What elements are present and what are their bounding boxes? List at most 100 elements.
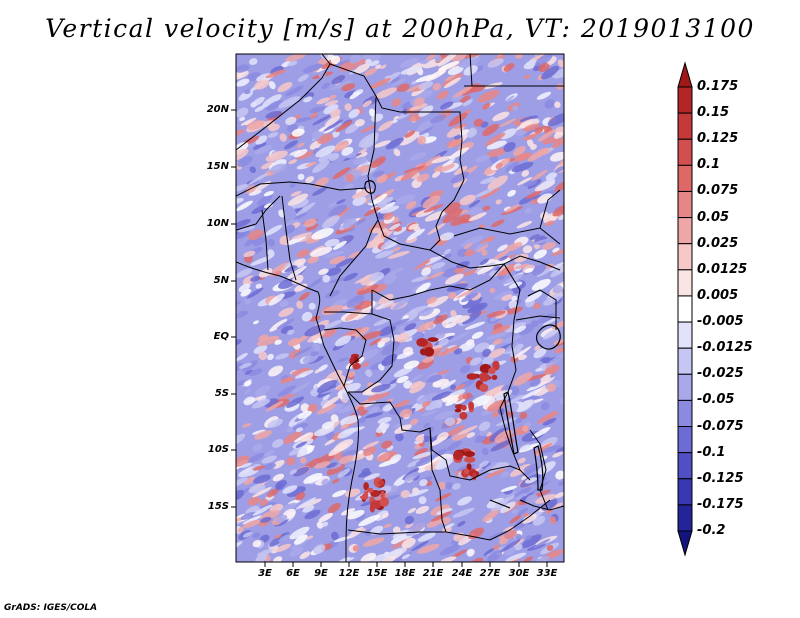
field-cell <box>461 235 483 248</box>
field-cell <box>541 65 560 80</box>
field-cell <box>454 383 466 391</box>
field-cell <box>552 451 564 458</box>
field-cell <box>262 94 282 108</box>
field-cell <box>236 541 243 550</box>
field-cell <box>421 401 431 407</box>
field-cell <box>452 507 475 518</box>
field-cell <box>370 237 385 248</box>
field-cell <box>259 498 269 506</box>
field-cell <box>490 440 511 452</box>
field-cell <box>477 264 495 275</box>
field-cell <box>287 338 302 346</box>
field-cell <box>318 268 329 275</box>
colorbar-box <box>677 478 693 506</box>
field-cell <box>501 273 524 285</box>
colorbar-level-label: -0.05 <box>697 392 735 408</box>
lake-tanganyika <box>503 391 519 455</box>
border-south-sudan-east <box>503 255 561 271</box>
field-cell <box>289 349 303 359</box>
field-cell <box>236 64 250 73</box>
field-cell <box>346 509 365 520</box>
lakes <box>364 180 561 509</box>
field-cell <box>552 67 564 79</box>
field-cell <box>284 140 298 150</box>
field-cell <box>337 402 360 414</box>
field-cell <box>291 128 305 137</box>
lat-label: 15N <box>206 161 229 172</box>
colorbar-box <box>677 86 693 114</box>
field-cell <box>515 493 528 500</box>
field-cell <box>272 439 284 448</box>
field-cell <box>439 345 460 357</box>
field-cell <box>236 142 249 156</box>
field-cell <box>542 242 556 250</box>
field-cell <box>344 103 352 111</box>
field-cell <box>324 100 339 106</box>
field-cell <box>309 112 319 119</box>
field-cell <box>282 485 298 494</box>
border-niger-chad <box>367 95 379 221</box>
field-cell <box>297 74 309 82</box>
field-cell <box>425 69 447 82</box>
field-cell <box>523 464 538 473</box>
field-cell <box>371 227 381 234</box>
field-cell <box>486 140 507 150</box>
field-cell <box>524 315 531 324</box>
field-cell <box>487 390 506 403</box>
field-cell <box>551 246 564 256</box>
field-cell <box>511 508 519 515</box>
field-cell <box>285 54 306 62</box>
field-cell <box>486 332 508 340</box>
field-cell <box>422 435 431 443</box>
field-cell <box>525 535 533 541</box>
field-cell <box>269 163 287 174</box>
field-cell <box>284 154 293 161</box>
field-cell <box>434 54 442 63</box>
lon-label: 24E <box>451 568 473 579</box>
field-cell-strong <box>359 495 369 500</box>
field-cell <box>421 267 432 276</box>
field-cell <box>240 462 252 469</box>
field-cell <box>293 258 306 266</box>
colorbar-top-arrow <box>677 61 693 88</box>
field-cell <box>503 63 515 72</box>
field-cell <box>242 531 253 538</box>
field-cell <box>462 310 482 325</box>
field-cell <box>542 316 560 326</box>
field-cell <box>330 55 341 65</box>
field-cell <box>292 422 309 431</box>
field-cell <box>416 434 425 443</box>
field-cell <box>458 425 478 435</box>
field-cell <box>408 113 422 122</box>
field-cell <box>521 534 542 549</box>
field-cell <box>546 383 557 392</box>
field-cell-strong <box>488 367 496 375</box>
field-cell <box>396 83 410 92</box>
field-cell <box>246 287 264 299</box>
field-cell <box>433 332 446 340</box>
field-cell <box>518 323 535 336</box>
field-cell <box>450 214 471 226</box>
field-cell <box>315 145 336 158</box>
field-cell <box>247 229 264 241</box>
border-libya <box>321 54 465 181</box>
field-cell <box>535 493 557 504</box>
field-cell <box>438 338 449 347</box>
field-cell <box>365 369 373 378</box>
field-cell <box>438 61 460 71</box>
field-cell <box>396 375 409 384</box>
field-cell <box>381 341 400 356</box>
colorbar-level-label: -0.1 <box>697 444 726 460</box>
field-cell-strong <box>492 360 500 371</box>
field-cell <box>545 172 558 181</box>
field-cell <box>543 293 563 306</box>
field-cell <box>453 135 462 140</box>
field-cell <box>536 91 552 100</box>
field-cell <box>421 410 438 417</box>
colorbar-level-label: -0.0125 <box>697 340 753 356</box>
field-cell <box>500 539 521 553</box>
field-cell <box>340 508 356 516</box>
field-cell <box>357 417 367 424</box>
field-cell <box>284 85 304 97</box>
field-cell <box>275 353 289 360</box>
